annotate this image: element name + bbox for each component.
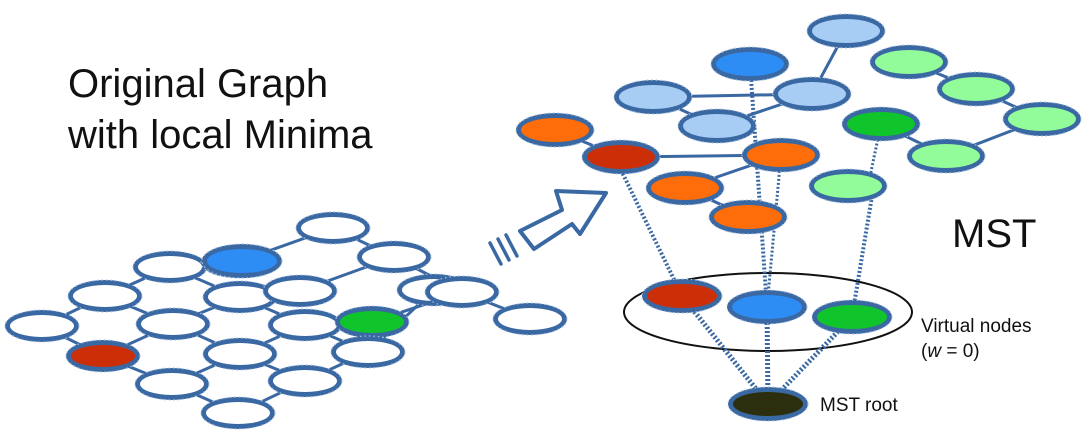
original-node — [424, 275, 500, 309]
mst-light-blue-node — [772, 76, 852, 112]
mst-red-minimum-node — [581, 139, 661, 175]
virtual-nodes-label: Virtual nodes — [921, 316, 1032, 337]
weight-value: = 0 — [941, 341, 974, 362]
mst-orange-node — [741, 137, 821, 173]
mst-green-minimum-node — [841, 106, 921, 142]
weight-symbol: w — [927, 341, 942, 362]
virtual-node-red — [641, 278, 723, 314]
mst-orange-node — [645, 170, 725, 206]
transform-arrow-icon — [488, 189, 608, 266]
open-paren: ( — [921, 341, 928, 362]
original-node — [334, 305, 410, 339]
original-graph-title-line-1: Original Graph — [68, 62, 329, 106]
original-graph-nodes — [4, 211, 568, 430]
mst-light-blue-node — [613, 79, 693, 115]
original-node — [262, 274, 338, 308]
mst-light-green-node — [906, 138, 986, 174]
original-node — [267, 364, 343, 398]
original-node — [4, 309, 80, 343]
mst-light-green-node — [936, 71, 1016, 107]
original-node — [492, 302, 568, 336]
original-node — [65, 339, 141, 373]
mst-root-node — [727, 386, 809, 422]
original-node — [200, 396, 276, 430]
original-node — [295, 211, 371, 245]
original-node — [67, 279, 143, 313]
virtual-nodes-weight-label: (w = 0) — [921, 340, 980, 364]
mst-orange-node — [515, 112, 595, 148]
mst-light-green-node — [808, 168, 888, 204]
original-node — [267, 308, 343, 342]
original-node — [135, 307, 211, 341]
original-node — [134, 367, 210, 401]
original-node — [356, 240, 432, 274]
close-paren: ) — [973, 341, 980, 362]
original-graph-title-line-2: with local Minima — [68, 113, 373, 157]
mst-light-blue-node — [677, 108, 757, 144]
mst-light-green-node — [869, 44, 949, 80]
mst-blue-minimum-node — [710, 46, 790, 82]
original-graph — [4, 211, 568, 430]
virtual-node-blue — [726, 289, 808, 325]
mst-root-label: MST root — [820, 395, 898, 416]
original-node — [202, 280, 278, 314]
mst-nodes — [515, 13, 1082, 422]
original-node — [330, 335, 406, 369]
mst-light-blue-node — [806, 13, 886, 49]
original-node — [132, 250, 208, 284]
original-node — [202, 337, 278, 371]
virtual-node-green — [811, 299, 893, 335]
mst-orange-node — [708, 199, 788, 235]
mst-light-green-node — [1002, 101, 1082, 137]
original-node-blue-minimum — [201, 243, 283, 279]
mst-graph — [515, 13, 1082, 422]
mst-title: MST — [952, 212, 1037, 256]
